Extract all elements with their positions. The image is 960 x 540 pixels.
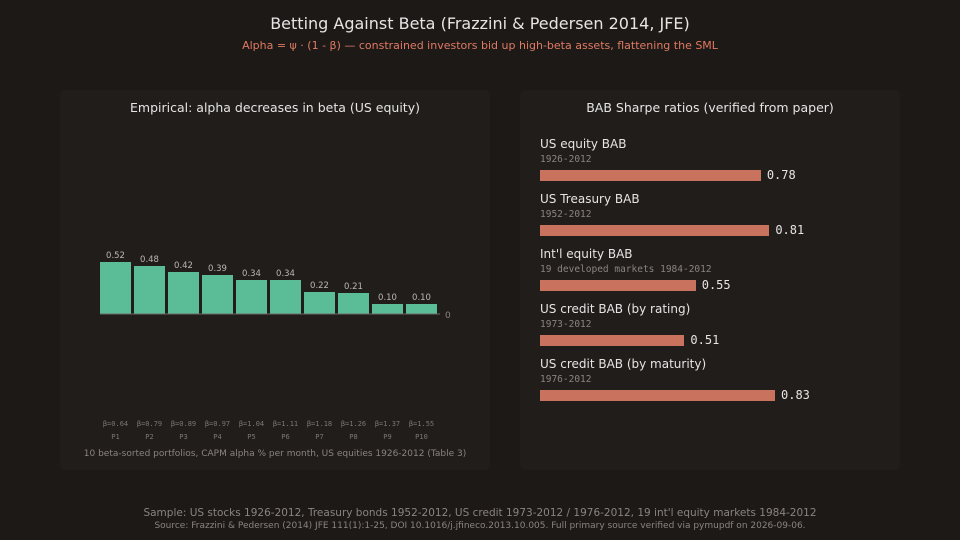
- strategy-name: US credit BAB (by maturity): [540, 357, 707, 371]
- alpha-bar: [100, 262, 131, 314]
- alpha-panel-caption: 10 beta-sorted portfolios, CAPM alpha % …: [83, 449, 467, 459]
- alpha-value-label: 0.21: [344, 282, 363, 292]
- sharpe-panel-title: BAB Sharpe ratios (verified from paper): [586, 100, 834, 115]
- sharpe-value-label: 0.83: [781, 388, 810, 402]
- alpha-bar-chart: 0.52 β=0.64 P1 0.48 β=0.79 P2 0.42 β=0.89 P3 0.39…: [100, 251, 451, 441]
- sharpe-row: US equity BAB 1926-2012 0.78: [540, 136, 890, 182]
- alpha-value-label: 0.10: [412, 293, 431, 303]
- beta-tick-label: β=1.55: [409, 420, 434, 428]
- source-note: Source: Frazzini & Pedersen (2014) JFE 1…: [154, 521, 806, 531]
- alpha-panel: Empirical: alpha decreases in beta (US e…: [60, 90, 490, 470]
- sharpe-row: US credit BAB (by maturity) 1976-2012 0.83: [540, 356, 890, 402]
- beta-tick-label: β=0.89: [171, 420, 196, 428]
- sharpe-value-label: 0.81: [775, 223, 805, 237]
- portfolio-tick-label: P7: [315, 433, 323, 441]
- sample-period: 1976-2012: [540, 374, 592, 385]
- sharpe-bar: [540, 170, 761, 181]
- strategy-name: US Treasury BAB: [540, 192, 640, 206]
- alpha-value-label: 0.42: [174, 261, 193, 271]
- sample-period: 1926-2012: [540, 154, 592, 165]
- portfolio-tick-label: P6: [281, 433, 289, 441]
- sample-note: Sample: US stocks 1926-2012, Treasury bo…: [143, 507, 817, 519]
- beta-tick-label: β=1.18: [307, 420, 332, 428]
- sharpe-value-label: 0.51: [690, 333, 720, 347]
- beta-tick-label: β=1.11: [273, 420, 298, 428]
- sharpe-bar: [540, 225, 770, 236]
- zero-tick-label: 0: [445, 311, 451, 321]
- sample-period: 1973-2012: [540, 319, 592, 330]
- sharpe-bar-track: 0.51: [540, 333, 890, 347]
- sharpe-value-label: 0.78: [766, 168, 796, 182]
- sharpe-bar-track: 0.81: [540, 223, 890, 237]
- portfolio-tick-label: P5: [247, 433, 255, 441]
- sharpe-row: US credit BAB (by rating) 1973-2012 0.51: [540, 301, 890, 347]
- beta-tick-label: β=1.26: [341, 420, 366, 428]
- sample-period: 1952-2012: [540, 209, 592, 220]
- portfolio-tick-label: P2: [145, 433, 153, 441]
- beta-tick-label: β=1.37: [375, 420, 400, 428]
- alpha-value-label: 0.52: [106, 251, 125, 261]
- portfolio-tick-label: P10: [415, 433, 428, 441]
- alpha-value-label: 0.39: [208, 264, 227, 274]
- alpha-value-label: 0.22: [310, 281, 329, 291]
- sharpe-bar-track: 0.83: [540, 388, 890, 402]
- alpha-bar: [338, 293, 369, 314]
- portfolio-tick-label: P8: [349, 433, 357, 441]
- alpha-bar: [270, 280, 301, 314]
- portfolio-tick-label: P9: [383, 433, 391, 441]
- sharpe-panel: BAB Sharpe ratios (verified from paper) …: [520, 90, 900, 470]
- alpha-value-label: 0.10: [378, 293, 397, 303]
- sharpe-bar-track: 0.78: [540, 168, 890, 182]
- beta-tick-label: β=0.79: [137, 420, 162, 428]
- alpha-value-label: 0.34: [276, 269, 295, 279]
- sharpe-bar: [540, 335, 685, 346]
- sample-period: 19 developed markets 1984-2012: [540, 264, 712, 275]
- alpha-bar: [134, 266, 165, 314]
- page-title: Betting Against Beta (Frazzini & Pederse…: [270, 14, 690, 33]
- alpha-value-label: 0.48: [140, 255, 159, 265]
- alpha-value-label: 0.34: [242, 269, 261, 279]
- strategy-name: Int'l equity BAB: [540, 247, 633, 261]
- alpha-bar: [168, 272, 199, 314]
- alpha-bar: [202, 275, 233, 314]
- beta-tick-label: β=0.64: [103, 420, 128, 428]
- beta-tick-label: β=1.04: [239, 420, 264, 428]
- alpha-panel-title: Empirical: alpha decreases in beta (US e…: [130, 100, 420, 115]
- strategy-name: US credit BAB (by rating): [540, 302, 691, 316]
- sharpe-bar-track: 0.55: [540, 278, 890, 292]
- page-subtitle: Alpha = ψ · (1 - β) — constrained invest…: [242, 39, 718, 52]
- portfolio-tick-label: P3: [179, 433, 187, 441]
- sharpe-row: US Treasury BAB 1952-2012 0.81: [540, 191, 890, 237]
- alpha-bar: [406, 304, 437, 314]
- portfolio-tick-label: P4: [213, 433, 221, 441]
- alpha-bar: [372, 304, 403, 314]
- alpha-bar: [236, 280, 267, 314]
- sharpe-bar: [540, 280, 696, 291]
- beta-tick-label: β=0.97: [205, 420, 230, 428]
- sharpe-row: Int'l equity BAB 19 developed markets 198…: [540, 246, 890, 292]
- alpha-bar: [304, 292, 335, 314]
- strategy-name: US equity BAB: [540, 137, 627, 151]
- sharpe-bar: [540, 390, 775, 401]
- sharpe-value-label: 0.55: [701, 278, 731, 292]
- portfolio-tick-label: P1: [111, 433, 119, 441]
